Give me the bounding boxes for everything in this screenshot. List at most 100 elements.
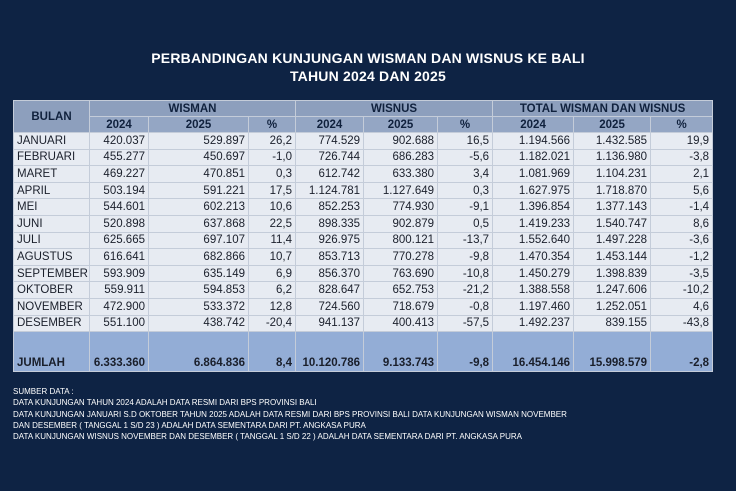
value-cell: 10.120.786 [295, 331, 365, 373]
month-cell: JULI [13, 231, 90, 250]
value-cell: 1.552.640 [492, 231, 575, 250]
value-cell: 856.370 [295, 264, 365, 283]
table-row: OKTOBER 559.911 594.853 6,2 828.647 652.753 -2… [13, 281, 714, 299]
value-cell: 941.137 [295, 314, 365, 333]
value-cell: 1.540.747 [573, 214, 652, 233]
value-cell: 1.124.781 [295, 181, 365, 200]
value-cell: 625.665 [89, 231, 149, 250]
table-row: FEBRUARI 455.277 450.697 -1,0 726.744 686.283… [13, 148, 714, 167]
value-cell: 12,8 [247, 297, 297, 316]
value-cell: -5,6 [437, 148, 494, 167]
value-cell: 1.182.021 [492, 148, 575, 167]
value-cell: 1.197.460 [492, 297, 575, 316]
value-cell: 19,9 [650, 132, 714, 150]
title-line-2: TAHUN 2024 DAN 2025 [289, 68, 447, 84]
month-cell: APRIL [13, 181, 90, 200]
value-cell: 852.253 [295, 198, 365, 216]
subheader-cell: 2025 [148, 116, 249, 133]
value-cell: -0,8 [437, 297, 494, 316]
value-cell: 594.853 [148, 281, 249, 299]
value-cell: 616.641 [89, 248, 149, 266]
value-cell: 6,2 [247, 281, 297, 299]
value-cell: 529.897 [148, 132, 249, 150]
value-cell: 726.744 [295, 148, 365, 167]
table-row: JULI 625.665 697.107 11,4 926.975 800.121 -13,… [13, 231, 714, 250]
value-cell: 0,3 [247, 165, 297, 183]
note-line: DATA KUNJUNGAN JANUARI S.D OKTOBER TAHUN… [13, 409, 567, 419]
value-cell: -10,8 [437, 264, 494, 283]
table-row: NOVEMBER 472.900 533.372 12,8 724.560 718.679… [13, 297, 714, 316]
value-cell: 17,5 [247, 181, 297, 200]
value-cell: 450.697 [148, 148, 249, 167]
header-total: TOTAL WISMAN DAN WISNUS [492, 100, 714, 117]
subheader-cell: % [437, 116, 494, 133]
value-cell: 551.100 [89, 314, 149, 333]
value-cell: -1,4 [650, 198, 714, 216]
value-cell: 635.149 [148, 264, 249, 283]
value-cell: 1.497.228 [573, 231, 652, 250]
subheader-cell: 2024 [295, 116, 365, 133]
header-wisman: WISMAN [88, 100, 297, 117]
value-cell: 800.121 [363, 231, 439, 250]
subheader-cell: % [650, 116, 714, 133]
value-cell: 718.679 [363, 297, 439, 316]
value-cell: 591.221 [148, 181, 249, 200]
notes-heading: SUMBER DATA : [13, 387, 74, 396]
month-cell: OKTOBER [13, 281, 90, 299]
value-cell: 470.851 [148, 165, 249, 183]
value-cell: 1.627.975 [492, 181, 575, 200]
value-cell: 828.647 [295, 281, 365, 299]
value-cell: 3,4 [437, 165, 494, 183]
value-cell: 898.335 [295, 214, 365, 233]
value-cell: 1.252.051 [573, 297, 652, 316]
value-cell: -3,6 [650, 231, 714, 250]
value-cell: 1.398.839 [573, 264, 652, 283]
value-cell: 1.194.566 [492, 132, 575, 150]
value-cell: 926.975 [295, 231, 365, 250]
value-cell: 26,2 [247, 132, 297, 150]
table-row: SEPTEMBER 593.909 635.149 6,9 856.370 763.690… [13, 264, 714, 283]
table-row: JUNI 520.898 637.868 22,5 898.335 902.879 0,5 1… [13, 214, 714, 233]
value-cell: 559.911 [89, 281, 149, 299]
value-cell: 5,6 [650, 181, 714, 200]
title-line-1: PERBANDINGAN KUNJUNGAN WISMAN DAN WISNUS… [151, 50, 585, 66]
value-cell: 469.227 [89, 165, 149, 183]
value-cell: -20,4 [247, 314, 297, 333]
value-cell: 1.470.354 [492, 248, 575, 266]
header-wisnus: WISNUS [295, 100, 494, 117]
value-cell: 1.136.980 [573, 148, 652, 167]
value-cell: 770.278 [363, 248, 439, 266]
value-cell: 520.898 [89, 214, 149, 233]
value-cell: 1.432.585 [573, 132, 652, 150]
value-cell: 2,1 [650, 165, 714, 183]
value-cell: 637.868 [148, 214, 249, 233]
value-cell: -1,0 [247, 148, 297, 167]
value-cell: 682.866 [148, 248, 249, 266]
value-cell: 1.081.969 [492, 165, 575, 183]
value-cell: 724.560 [295, 297, 365, 316]
value-cell: -3,8 [650, 148, 714, 167]
value-cell: 1.127.649 [363, 181, 439, 200]
value-cell: -10,2 [650, 281, 714, 299]
month-cell: FEBRUARI [13, 148, 90, 167]
value-cell: 8,4 [247, 331, 297, 373]
month-cell: AGUSTUS [13, 248, 90, 266]
value-cell: 544.601 [89, 198, 149, 216]
value-cell: 1.377.143 [573, 198, 652, 216]
value-cell: 1.247.606 [573, 281, 652, 299]
value-cell: 1.396.854 [492, 198, 575, 216]
value-cell: 774.529 [295, 132, 365, 150]
value-cell: 11,4 [247, 231, 297, 250]
value-cell: -1,2 [650, 248, 714, 266]
header-bulan: BULAN [13, 100, 90, 133]
value-cell: 10,6 [247, 198, 297, 216]
value-cell: 438.742 [148, 314, 249, 333]
value-cell: 1.492.237 [492, 314, 575, 333]
month-cell: JANUARI [13, 132, 90, 150]
value-cell: -57,5 [437, 314, 494, 333]
value-cell: 612.742 [295, 165, 365, 183]
value-cell: 1.419.233 [492, 214, 575, 233]
value-cell: 1.388.558 [492, 281, 575, 299]
value-cell: 9.133.743 [363, 331, 439, 373]
value-cell: -9,8 [437, 331, 494, 373]
